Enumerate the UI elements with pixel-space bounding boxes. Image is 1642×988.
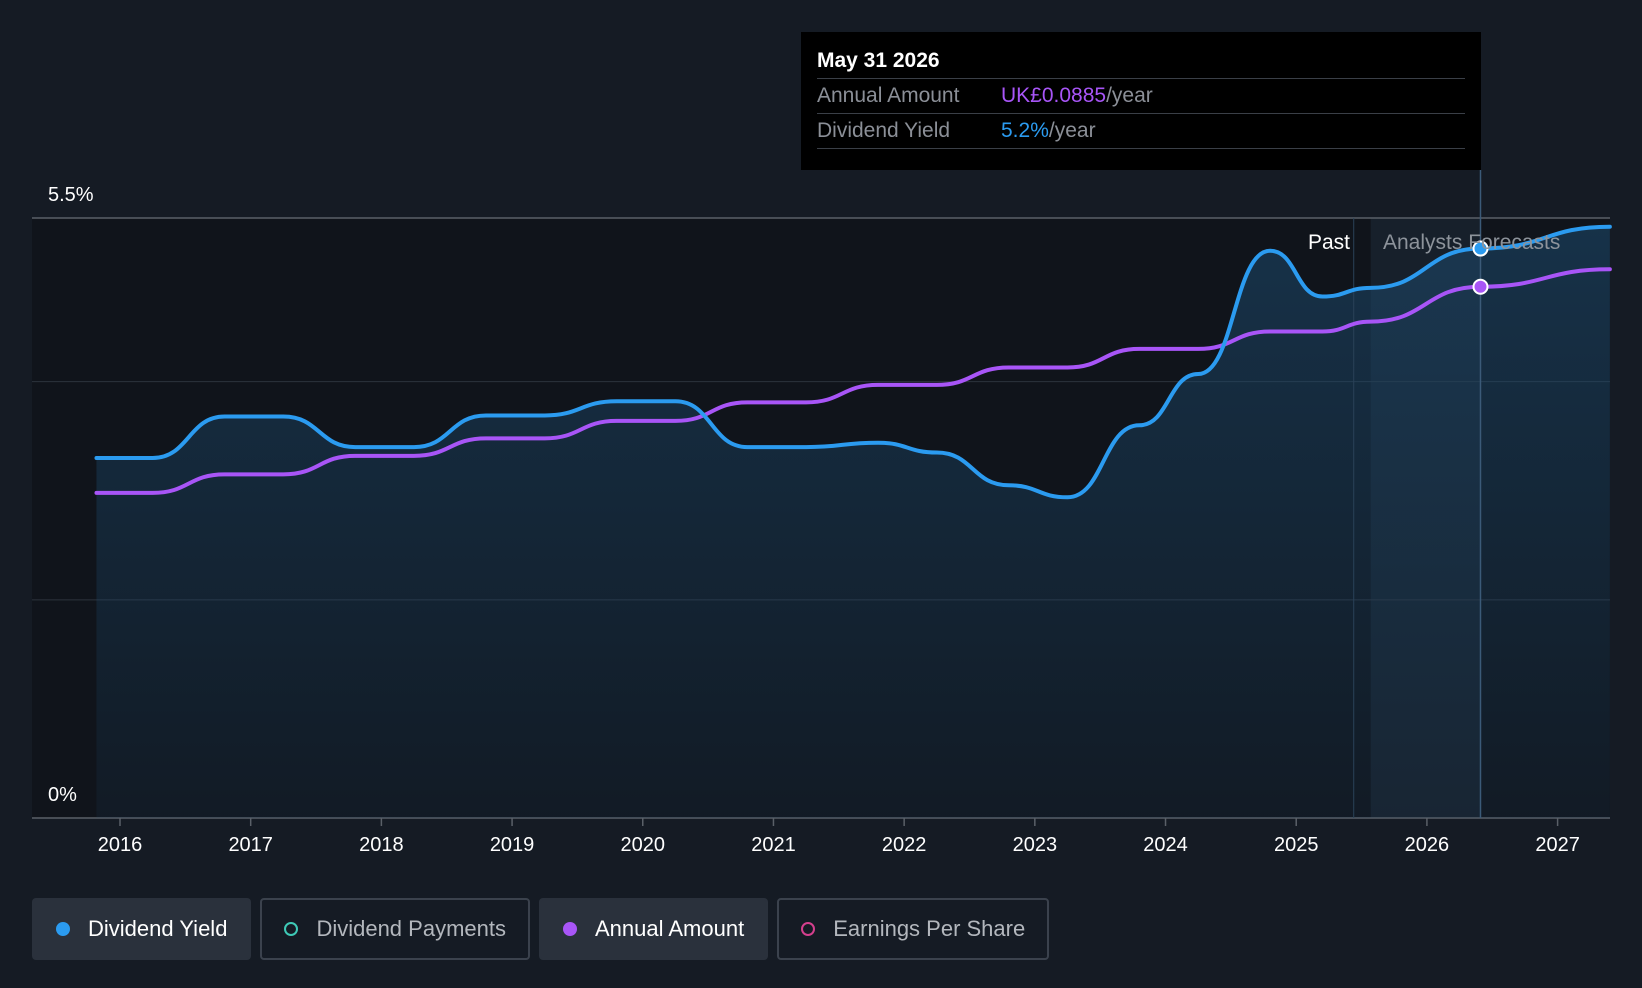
legend-dividend-yield-dot-icon — [56, 922, 70, 936]
x-tick-label: 2021 — [751, 834, 796, 856]
legend-dividend-yield-button[interactable]: Dividend Yield — [32, 898, 252, 960]
legend-earnings-per-share-ring-icon — [801, 922, 816, 936]
tooltip: May 31 2026 Annual Amount UK£0.0885 /yea… — [801, 32, 1481, 170]
legend-earnings-per-share-label: Earnings Per Share — [833, 916, 1026, 941]
y-label-top: 5.5% — [48, 184, 94, 206]
tooltip-annual-amount-label: Annual Amount — [817, 84, 960, 107]
x-tick-label: 2025 — [1274, 834, 1319, 856]
legend: Dividend Yield Dividend Payments Annual … — [32, 898, 1058, 960]
x-tick-label: 2017 — [228, 834, 273, 856]
dividend-yield-area — [96, 226, 1610, 818]
tooltip-date: May 31 2026 — [817, 46, 1465, 79]
legend-dividend-yield-label: Dividend Yield — [88, 916, 228, 941]
legend-annual-amount-button[interactable]: Annual Amount — [538, 898, 769, 960]
x-tick-label: 2016 — [98, 834, 143, 856]
tooltip-annual-amount-suffix: /year — [1106, 84, 1153, 107]
x-tick-label: 2027 — [1535, 834, 1580, 856]
past-label: Past — [1308, 231, 1350, 254]
annual-amount-line — [94, 267, 1612, 495]
legend-dividend-payments-label: Dividend Payments — [316, 916, 506, 941]
legend-annual-amount-dot-icon — [562, 922, 577, 936]
y-label-bottom: 0% — [48, 784, 77, 806]
legend-earnings-per-share-button[interactable]: Earnings Per Share — [777, 898, 1050, 960]
x-tick-label: 2020 — [621, 834, 666, 856]
forecast-label: Analysts Forecasts — [1383, 231, 1560, 254]
x-tick-label: 2022 — [882, 834, 927, 856]
tooltip-dividend-yield-label: Dividend Yield — [817, 119, 951, 142]
dividend-yield-line — [94, 224, 1612, 500]
dividend-yield-marker — [1472, 240, 1489, 257]
x-tick-label: 2018 — [359, 834, 404, 856]
dividend-chart: Past Analysts Forecasts 5.5% 0% 2016 2017… — [32, 170, 1612, 856]
tooltip-annual-amount-row: Annual Amount UK£0.0885 /year — [817, 79, 1465, 114]
x-tick-label: 2026 — [1405, 834, 1450, 856]
x-tick-label: 2024 — [1143, 834, 1188, 856]
annual-amount-marker — [1472, 278, 1489, 295]
legend-dividend-payments-ring-icon — [284, 922, 299, 936]
tooltip-dividend-yield-value: 5.2% — [1001, 119, 1049, 142]
legend-annual-amount-label: Annual Amount — [594, 916, 745, 941]
legend-dividend-payments-button[interactable]: Dividend Payments — [260, 898, 530, 960]
tooltip-dividend-yield-row: Dividend Yield 5.2% /year — [817, 114, 1465, 149]
x-tick-label: 2019 — [490, 834, 535, 856]
tooltip-dividend-yield-suffix: /year — [1048, 119, 1096, 142]
x-tick-label: 2023 — [1013, 834, 1058, 856]
tooltip-annual-amount-value: UK£0.0885 — [1001, 84, 1107, 107]
